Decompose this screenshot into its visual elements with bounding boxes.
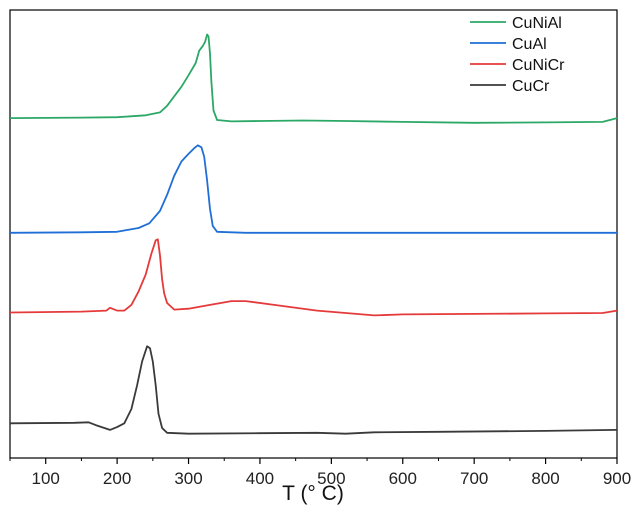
x-tick-label: 100 (32, 469, 60, 488)
series-line-cual (9, 144, 617, 234)
legend-label-cual: CuAl (512, 36, 547, 53)
x-tick-label: 600 (389, 469, 417, 488)
x-axis-title: T (° C) (282, 482, 344, 505)
x-tick-label: 700 (460, 469, 488, 488)
legend: CuNiAl CuAl CuNiCr CuCr (470, 15, 565, 95)
plot-area: 100 200 300 400 500 600 700 800 900 (9, 9, 631, 488)
series-line-cucr (9, 345, 618, 435)
series-line-cunicr (9, 238, 618, 317)
x-tick-label: 900 (603, 469, 631, 488)
legend-label-cunicr: CuNiCr (512, 57, 565, 74)
x-tick-label: 400 (246, 469, 274, 488)
series-line-cunial (9, 33, 618, 124)
x-tick-label: 500 (317, 469, 345, 488)
x-tick-label: 300 (174, 469, 202, 488)
x-axis: 100 200 300 400 500 600 700 800 900 (9, 458, 631, 488)
legend-label-cunial: CuNiAl (512, 15, 562, 32)
series-layer (9, 33, 618, 435)
plot-frame (9, 9, 618, 459)
x-tick-label: 800 (531, 469, 559, 488)
x-tick-label: 200 (103, 469, 131, 488)
legend-label-cucr: CuCr (512, 78, 550, 95)
